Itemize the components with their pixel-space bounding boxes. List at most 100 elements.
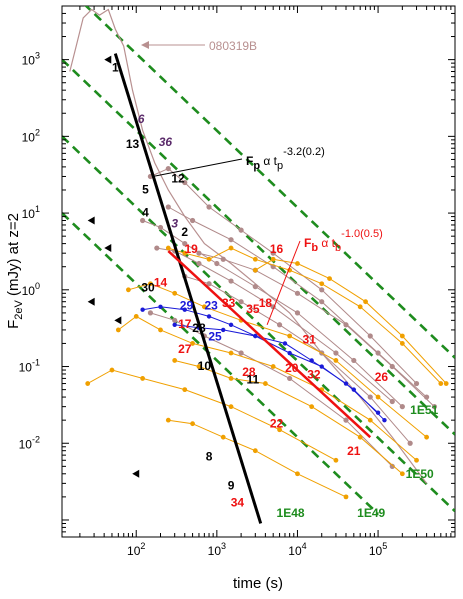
orange-curve-point xyxy=(399,341,405,346)
burst-label: 31 xyxy=(303,332,317,346)
orange-curve-point xyxy=(333,358,339,363)
grb-080319b-arrowhead xyxy=(141,41,149,49)
orange-curve-point xyxy=(165,245,171,251)
blue-curve-point xyxy=(343,381,349,386)
break-fit-label: Fb α tb-1.0(0.5) xyxy=(304,228,383,254)
orange-curve-point xyxy=(206,256,212,262)
x-tick-label: 105 xyxy=(369,541,387,558)
blue-curve-point xyxy=(221,327,226,333)
orange-curve-point xyxy=(438,381,444,386)
y-tick-label: 10-1 xyxy=(19,358,40,375)
orange-curve-point xyxy=(270,364,276,369)
burst-label: 36 xyxy=(159,135,173,149)
brown-curve-point xyxy=(172,317,178,323)
orange-curve-point xyxy=(220,434,226,440)
blue-curve-point xyxy=(351,387,357,392)
y-tick-exponent: 2 xyxy=(35,127,40,137)
orange-curve-point xyxy=(367,417,373,423)
orange-curve-point xyxy=(133,314,139,319)
orange-curve-point xyxy=(319,281,325,287)
brown-curve-point xyxy=(238,299,244,305)
break-fit-label-part: α t xyxy=(318,236,336,250)
orange-curve-point xyxy=(172,358,178,363)
burst-label: 28 xyxy=(192,321,206,335)
orange-curve-point xyxy=(443,381,449,386)
orange-curve-point xyxy=(270,256,276,262)
energy-line-1E50 xyxy=(62,58,455,436)
orange-curve-point xyxy=(252,256,258,262)
x-tick-exponent: 2 xyxy=(140,541,145,551)
orange-curve-point xyxy=(228,404,234,410)
brown-curve-point xyxy=(154,245,160,251)
blue-curve xyxy=(174,324,379,414)
brown-curve-point xyxy=(431,404,438,410)
upper-limit-marker xyxy=(114,316,122,325)
peak-fit-label-part: p xyxy=(253,160,260,172)
brown-curve-point xyxy=(276,322,283,328)
brown-curve-point xyxy=(165,165,171,172)
orange-curve-point xyxy=(333,457,339,463)
burst-label: 11 xyxy=(247,373,260,387)
y-tick-label: 101 xyxy=(22,204,40,221)
burst-label: 9 xyxy=(228,478,235,492)
orange-curve-point xyxy=(196,364,202,369)
break-fit-line xyxy=(167,250,372,439)
upper-limit-marker xyxy=(87,297,95,306)
peak-fit-label-part: α t xyxy=(260,154,278,168)
break-fit-label-part: b xyxy=(335,242,341,254)
energy-label: 1E51 xyxy=(410,403,438,417)
orange-curve-point xyxy=(252,448,258,454)
burst-label: 34 xyxy=(231,495,245,509)
x-tick-label: 104 xyxy=(288,541,306,558)
orange-curve-point xyxy=(201,304,207,310)
orange-curve-point xyxy=(399,333,405,339)
burst-label: 28 xyxy=(242,365,256,379)
brown-curve-point xyxy=(140,217,146,224)
burst-label: 30 xyxy=(141,281,155,295)
brown-curve-point xyxy=(196,250,202,256)
orange-curve-point xyxy=(228,376,234,381)
burst-label: 27 xyxy=(178,342,192,356)
brown-curve-point xyxy=(228,237,234,243)
blue-curve-point xyxy=(382,417,387,423)
upper-limit-marker xyxy=(87,216,95,225)
blue-curve-point xyxy=(158,304,163,310)
x-tick-exponent: 4 xyxy=(302,541,307,551)
brown-curve-point xyxy=(214,260,220,267)
y-tick-label: 102 xyxy=(22,127,40,144)
orange-curve-point xyxy=(327,276,332,281)
break-fit-label-pointer xyxy=(266,240,301,325)
brown-curve-point xyxy=(294,310,301,316)
burst-label: 33 xyxy=(222,296,236,310)
upper-limit-marker xyxy=(104,244,112,253)
burst-label: 12 xyxy=(171,172,185,186)
fit-lines xyxy=(113,53,372,524)
blue-curve-point xyxy=(253,333,258,339)
burst-label: 4 xyxy=(142,206,149,220)
burst-label: 26 xyxy=(375,370,389,384)
orange-curve-point xyxy=(109,367,115,373)
brown-curve-point xyxy=(157,224,164,231)
brown-curve-point xyxy=(389,363,395,370)
orange-curve-point xyxy=(262,381,268,386)
burst-label: 23 xyxy=(204,299,218,313)
orange-curve-point xyxy=(363,299,368,305)
brown-curve-point xyxy=(367,394,373,400)
orange-curve-point xyxy=(309,404,315,410)
brown-curve-point xyxy=(343,322,349,328)
peak-fit-label-part: F xyxy=(246,154,253,168)
burst-label: 21 xyxy=(347,444,361,458)
y-tick-exponent: -1 xyxy=(32,358,40,368)
orange-curve-point xyxy=(182,250,188,256)
orange-curve-point xyxy=(343,494,349,500)
burst-label: 14 xyxy=(154,276,168,290)
burst-label: 6 xyxy=(138,112,145,126)
burst-label: 25 xyxy=(208,329,222,343)
brown-curve-point xyxy=(220,256,226,262)
orange-curve-point xyxy=(399,471,405,477)
orange-curve-point xyxy=(126,287,131,293)
orange-curve-point xyxy=(190,421,195,427)
break-fit-label-part: F xyxy=(304,236,311,250)
grb-080319b-curve xyxy=(69,8,428,484)
orange-curve-point xyxy=(85,381,91,386)
